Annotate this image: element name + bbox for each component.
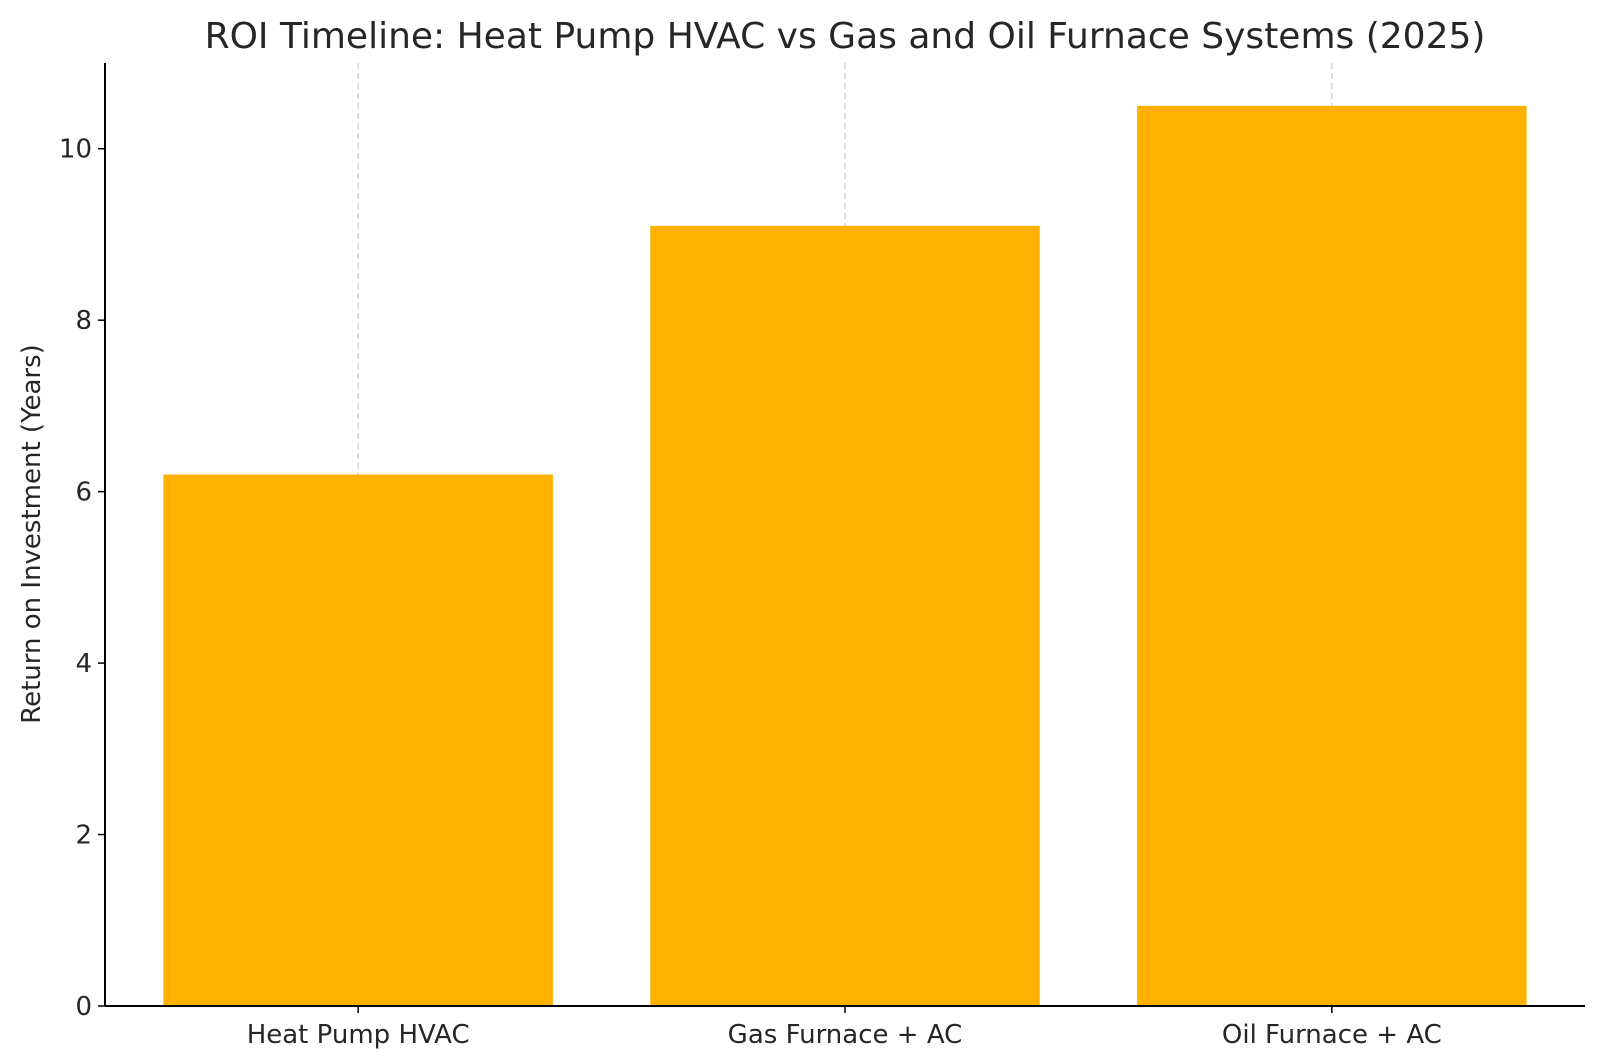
y-tick-label: 0 bbox=[75, 992, 92, 1022]
chart-title: ROI Timeline: Heat Pump HVAC vs Gas and … bbox=[205, 16, 1486, 57]
y-tick-label: 10 bbox=[59, 135, 92, 165]
x-tick-label: Heat Pump HVAC bbox=[247, 1020, 470, 1050]
y-tick-label: 8 bbox=[75, 306, 92, 336]
y-tick-label: 2 bbox=[75, 821, 92, 851]
y-tick-label: 6 bbox=[75, 478, 92, 508]
y-ticks: 0 2 4 6 8 10 bbox=[59, 135, 105, 1022]
bar bbox=[1137, 105, 1527, 1006]
x-tick-label: Oil Furnace + AC bbox=[1222, 1020, 1442, 1050]
x-ticks: Heat Pump HVAC Gas Furnace + AC Oil Furnac… bbox=[247, 1006, 1442, 1050]
y-axis-label: Return on Investment (Years) bbox=[17, 344, 47, 724]
bar bbox=[650, 225, 1040, 1006]
y-tick-label: 4 bbox=[75, 649, 92, 679]
x-tick-label: Gas Furnace + AC bbox=[728, 1020, 963, 1050]
bars bbox=[163, 105, 1527, 1006]
bar bbox=[163, 474, 553, 1006]
